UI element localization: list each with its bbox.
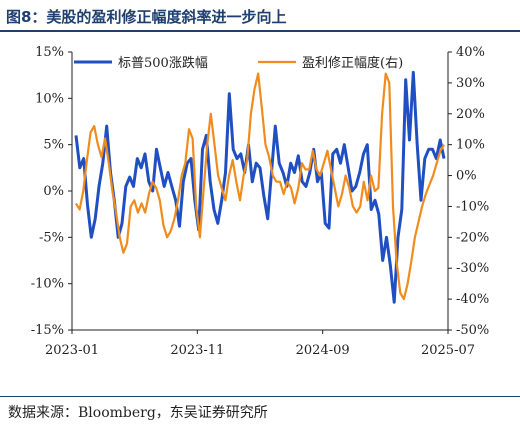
legend-label: 盈利修正幅度(右) bbox=[302, 55, 403, 71]
x-tick-label: 2023-01 bbox=[45, 343, 99, 358]
y-left-tick-label: -15% bbox=[31, 323, 64, 338]
legend: 标普500涨跌幅 盈利修正幅度(右) bbox=[74, 55, 403, 71]
figure-title: 图8：美股的盈利修正幅度斜率进一步向上 bbox=[6, 8, 287, 26]
y-right-tick-label: -50% bbox=[456, 323, 489, 338]
x-axis-labels: 2023-01 2023-11 2024-09 2025-07 bbox=[45, 343, 475, 358]
source-note: 数据来源：Bloomberg，东吴证券研究所 bbox=[8, 405, 268, 421]
y-right-tick-label: -20% bbox=[456, 230, 489, 245]
y-right-tick-label: 40% bbox=[456, 45, 485, 60]
x-tick-label: 2024-09 bbox=[296, 343, 350, 358]
y-axis-right-labels: 40% 30% 20% 10% 0% -10% -20% -30% -40% -50% bbox=[456, 45, 489, 338]
y-right-tick-label: 0% bbox=[456, 169, 477, 184]
y-left-tick-label: -5% bbox=[39, 230, 64, 245]
y-right-tick-label: -40% bbox=[456, 292, 489, 307]
y-right-tick-label: -30% bbox=[456, 261, 489, 276]
legend-label: 标普500涨跌幅 bbox=[118, 55, 208, 71]
series-line-sp500-change bbox=[74, 70, 446, 304]
axes bbox=[68, 51, 452, 334]
y-left-tick-label: 0% bbox=[43, 184, 64, 199]
y-right-tick-label: -10% bbox=[456, 199, 489, 214]
series-line-earnings-revision bbox=[75, 72, 445, 301]
y-left-tick-label: 15% bbox=[35, 45, 64, 60]
series-lines bbox=[74, 70, 446, 304]
y-left-tick-label: 5% bbox=[43, 138, 64, 153]
y-right-tick-label: 10% bbox=[456, 138, 485, 153]
y-right-tick-label: 20% bbox=[456, 107, 485, 122]
y-axis-left-labels: 15% 10% 5% 0% -5% -10% -15% bbox=[31, 45, 64, 338]
y-left-tick-label: -10% bbox=[31, 277, 64, 292]
y-right-tick-label: 30% bbox=[456, 76, 485, 91]
x-tick-label: 2023-11 bbox=[170, 343, 224, 358]
chart: 15% 10% 5% 0% -5% -10% -15% 40% 30% 20% 10% 0% -10%… bbox=[31, 45, 490, 358]
title-rule bbox=[0, 30, 520, 32]
x-tick-label: 2025-07 bbox=[421, 343, 475, 358]
y-left-tick-label: 10% bbox=[35, 91, 64, 106]
source-rule bbox=[0, 396, 520, 397]
